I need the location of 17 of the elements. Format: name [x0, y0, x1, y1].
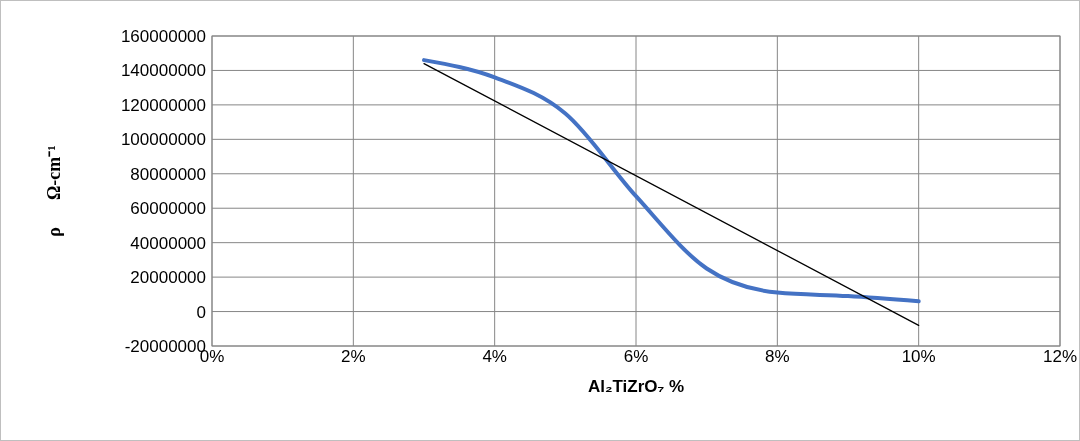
y-tick-label: 60000000: [130, 199, 206, 219]
y-tick-label: 140000000: [120, 61, 206, 81]
x-axis-title: Al₂TiZrO₇ %: [587, 377, 685, 396]
x-tick-label: 12%: [1042, 346, 1078, 366]
y-tick-label: 20000000: [130, 268, 206, 288]
x-tick-label: 8%: [765, 346, 790, 366]
y-tick-label: 120000000: [120, 95, 206, 115]
y-tick-label: 40000000: [130, 233, 206, 253]
y-tick-label: 0: [196, 302, 206, 322]
x-tick-label: 6%: [623, 346, 649, 366]
x-tick-label: 10%: [901, 346, 936, 366]
y-tick-label: 80000000: [130, 164, 206, 184]
y-tick-label: 160000000: [120, 26, 206, 46]
y-axis-title: ρ Ω-cm⁻¹: [44, 145, 64, 237]
y-tick-label: 100000000: [120, 130, 206, 150]
x-tick-label: 2%: [341, 346, 366, 366]
x-tick-label: 4%: [482, 346, 507, 366]
